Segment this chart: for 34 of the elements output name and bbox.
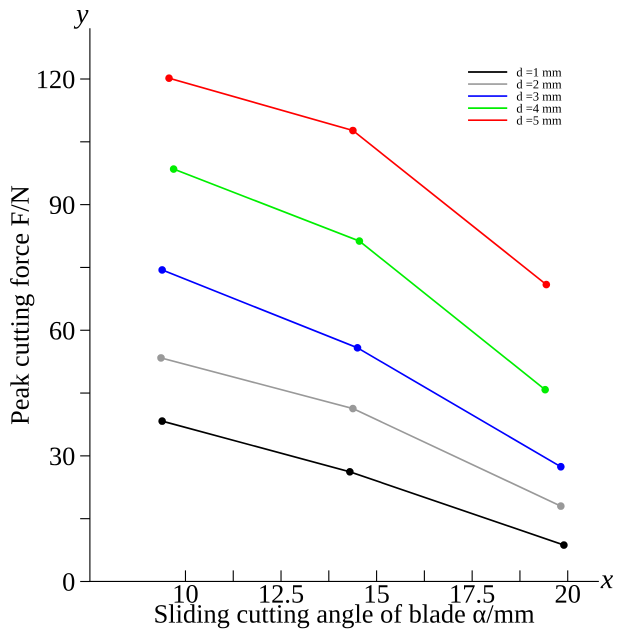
point xyxy=(557,502,565,510)
legend-label: d =4 mm xyxy=(516,104,562,113)
point xyxy=(349,126,357,134)
point xyxy=(165,74,173,82)
y-tick-label: 90 xyxy=(50,196,74,214)
x-tick-label: 12.5 xyxy=(260,585,304,603)
point xyxy=(349,404,357,412)
y-tick-label: 60 xyxy=(50,322,74,340)
point xyxy=(158,417,166,425)
point xyxy=(560,541,568,549)
point xyxy=(542,280,550,288)
x-tick-label: 20 xyxy=(556,585,580,603)
x-axis-title: Sliding cutting angle of blade α/mm xyxy=(155,604,534,628)
point xyxy=(356,237,364,245)
text: y xyxy=(74,10,88,29)
text: x xyxy=(600,575,613,588)
y-axis-title: Peak cutting force F/N xyxy=(10,186,34,424)
y-tick-label: 120 xyxy=(38,70,74,88)
x-tick-label: 10 xyxy=(174,585,198,603)
point xyxy=(354,344,362,352)
x-tick-label: 17.5 xyxy=(451,585,494,603)
point xyxy=(157,354,165,362)
y-tick-label: 0 xyxy=(63,573,74,591)
point xyxy=(158,266,166,274)
legend-label: d =1 mm xyxy=(516,68,562,77)
legend-label: d =2 mm xyxy=(516,80,562,89)
point xyxy=(346,468,354,476)
legend-label: d =3 mm xyxy=(516,92,562,101)
legend-label: d =5 mm xyxy=(516,116,562,125)
point xyxy=(557,462,565,471)
x-tick-label: 15 xyxy=(366,585,389,603)
point xyxy=(541,386,549,394)
y-tick-label: 30 xyxy=(50,447,74,466)
point xyxy=(170,165,178,173)
